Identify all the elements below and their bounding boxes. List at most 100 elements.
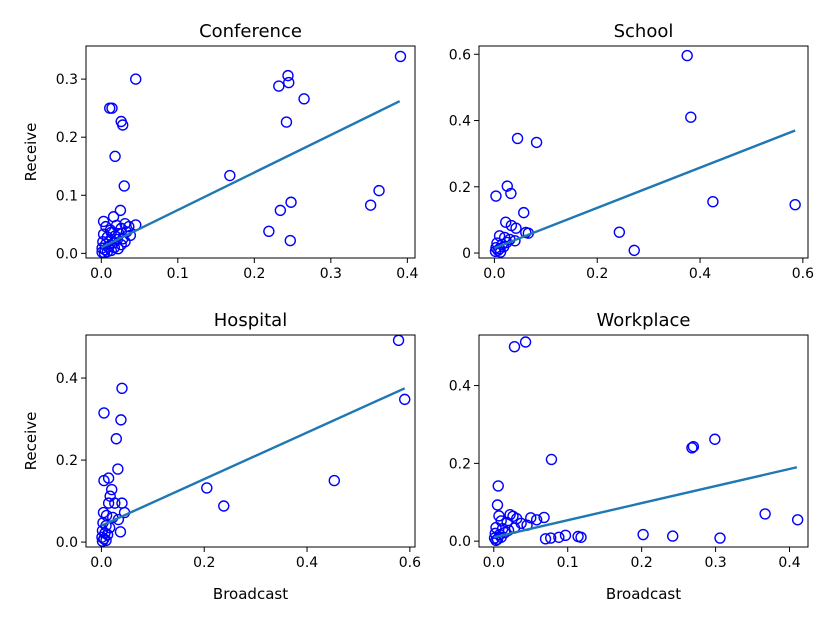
data-point [328, 474, 340, 487]
x-tick-label: 0.4 [778, 555, 800, 571]
y-tick-label: 0.2 [56, 453, 78, 469]
data-point [101, 245, 114, 258]
data-point [637, 528, 649, 541]
data-point [273, 80, 285, 92]
data-point [490, 190, 502, 202]
data-point [98, 474, 110, 487]
fit-line [100, 387, 406, 527]
y-axis-label: Receive [22, 412, 40, 471]
data-point [789, 198, 801, 211]
data-point [791, 514, 804, 526]
data-point [492, 480, 504, 492]
x-tick-label: 0.1 [557, 555, 579, 571]
data-point [112, 463, 124, 475]
chart-title: Workplace [596, 310, 690, 331]
data-point [686, 442, 698, 454]
axes-frame [85, 334, 416, 548]
data-point [364, 199, 377, 211]
data-point [511, 132, 524, 145]
data-point [96, 535, 109, 547]
data-point [283, 76, 295, 89]
data-point [559, 529, 572, 542]
data-point [575, 531, 587, 543]
data-point [538, 511, 550, 524]
axes-frame [478, 334, 809, 548]
data-point [98, 533, 110, 545]
data-point [510, 222, 522, 234]
chart-panel-2: Hospital 0.0 0.2 0.4 0.6 0.0 0.2 0.4 Receive Broa… [22, 310, 421, 603]
x-tick-label: 0.0 [483, 266, 505, 282]
chart-title: Hospital [214, 310, 287, 331]
data-point [613, 226, 626, 238]
data-point [274, 204, 287, 217]
data-point [628, 244, 640, 257]
data-point [494, 246, 507, 258]
data-point [116, 497, 128, 509]
data-point [115, 414, 127, 426]
data-point [685, 111, 697, 123]
x-tick-label: 0.4 [396, 266, 418, 282]
data-point [98, 407, 110, 419]
x-tick-label: 0.0 [90, 555, 112, 571]
data-point [500, 216, 512, 228]
data-point [373, 184, 385, 197]
x-tick-label: 0.2 [193, 555, 215, 571]
data-point [491, 499, 504, 511]
fit-line [493, 466, 798, 539]
data-point [130, 73, 142, 85]
data-point [280, 116, 293, 128]
data-point [493, 510, 505, 522]
data-point [399, 393, 411, 406]
x-tick-label: 0.0 [90, 266, 112, 282]
data-point [109, 150, 121, 163]
axes-frame [478, 45, 809, 259]
chart-title: School [614, 21, 674, 42]
fit-line [493, 129, 796, 250]
data-point [116, 382, 128, 395]
data-point [97, 506, 110, 519]
y-axis-label: Receive [22, 123, 40, 182]
data-point [490, 534, 502, 547]
data-point [394, 50, 407, 63]
data-point [545, 453, 558, 466]
y-tick-label: 0.1 [56, 188, 78, 204]
data-point [109, 497, 121, 509]
x-tick-label: 0.1 [167, 266, 189, 282]
data-point [545, 532, 557, 544]
chart-panel-0: Conference 0.0 0.1 0.2 0.3 0.4 0.0 0.1 0.2 0.3 Rec… [22, 21, 419, 282]
x-axis-label: Broadcast [606, 585, 681, 603]
data-points [488, 336, 804, 547]
data-point [201, 482, 213, 494]
data-point [530, 136, 543, 149]
data-point [284, 234, 296, 247]
data-point [97, 215, 110, 228]
x-tick-label: 0.3 [704, 555, 726, 571]
axes-frame [85, 45, 416, 259]
data-point [714, 532, 726, 544]
x-tick-label: 0.2 [631, 555, 653, 571]
y-tick-label: 0.0 [449, 534, 471, 550]
data-point [681, 49, 693, 62]
data-point [519, 336, 532, 348]
y-tick-label: 0.3 [56, 72, 78, 88]
data-point [117, 119, 129, 131]
data-points [96, 335, 411, 547]
x-tick-label: 0.2 [243, 266, 265, 282]
chart-panel-1: School 0.0 0.2 0.4 0.6 0 0.2 0.4 0.6 [449, 21, 814, 282]
data-point [505, 187, 517, 200]
data-point [218, 500, 230, 512]
data-point [110, 433, 123, 445]
data-point [687, 440, 700, 453]
x-tick-label: 0.4 [689, 266, 711, 282]
y-tick-label: 0.6 [449, 47, 471, 63]
data-point [112, 243, 124, 255]
y-tick-label: 0.0 [56, 246, 78, 262]
data-point [298, 93, 310, 105]
y-tick-label: 0.2 [56, 130, 78, 146]
data-point [282, 69, 294, 82]
data-point [530, 514, 543, 526]
data-point [285, 196, 297, 208]
y-tick-label: 0.0 [56, 535, 78, 551]
data-point [102, 497, 115, 509]
